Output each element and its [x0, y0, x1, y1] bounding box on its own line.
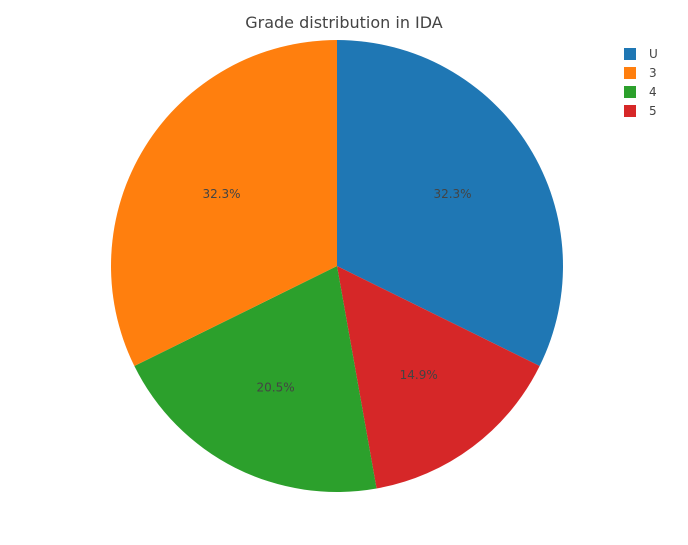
legend-label-5: 5 — [649, 104, 657, 118]
slice-label-4: 20.5% — [257, 380, 295, 394]
legend-swatch-4 — [624, 86, 636, 98]
pie-slice-5 — [337, 266, 540, 489]
chart-title: Grade distribution in IDA — [245, 13, 443, 32]
slice-label-3: 32.3% — [202, 187, 240, 201]
slice-label-U: 32.3% — [433, 187, 471, 201]
legend-swatch-U — [624, 48, 636, 60]
pie-slice-4 — [134, 266, 377, 492]
pie-slice-labels: 32.3% 14.9% 20.5% 32.3% — [202, 187, 471, 394]
legend-item-5[interactable]: 5 — [624, 104, 657, 118]
legend-swatch-5 — [624, 105, 636, 117]
legend-item-4[interactable]: 4 — [624, 85, 657, 99]
pie-slices — [111, 40, 563, 492]
legend-swatch-3 — [624, 67, 636, 79]
legend: U 3 4 5 — [624, 47, 658, 118]
pie-slice-U — [337, 40, 563, 367]
legend-label-4: 4 — [649, 85, 657, 99]
legend-label-3: 3 — [649, 66, 657, 80]
pie-slice-3 — [111, 40, 338, 367]
slice-label-5: 14.9% — [400, 368, 438, 382]
legend-label-U: U — [649, 47, 658, 61]
legend-item-3[interactable]: 3 — [624, 66, 657, 80]
legend-item-U[interactable]: U — [624, 47, 658, 61]
